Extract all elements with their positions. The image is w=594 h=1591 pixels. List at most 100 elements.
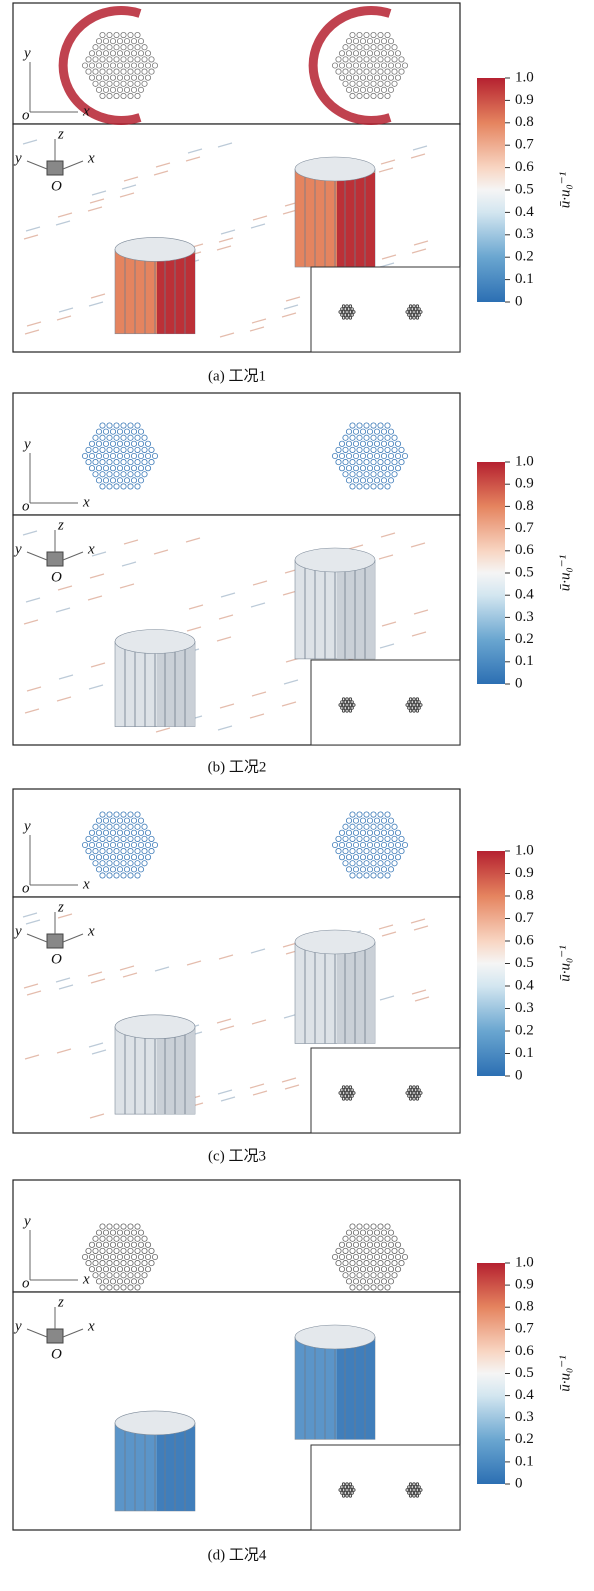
- cylinder-side: [157, 1031, 195, 1114]
- axis-label: o: [22, 1275, 30, 1291]
- colorbar-tick-label: 0.5: [515, 181, 534, 197]
- axis-label: x: [82, 876, 90, 892]
- axis-cube: [47, 1329, 63, 1343]
- colorbar-tick-label: 0: [515, 1475, 523, 1491]
- figure: y x o z y x O (a) 工况1 0 0.1 0.2 0.3 0.4 0.5 0.6 0.7 0.8 0…: [0, 0, 594, 1591]
- colorbar-tick-label: 1.0: [515, 453, 534, 469]
- colorbar-tick-label: 0.9: [515, 1277, 534, 1293]
- panel: yxozyxO(c) 工况300.10.20.30.40.50.60.70.80…: [13, 789, 573, 1164]
- colorbar-tick-label: 0.1: [515, 271, 534, 287]
- colorbar-tick-label: 0.1: [515, 653, 534, 669]
- axis-label: y: [22, 436, 31, 452]
- caption: (b) 工况2: [208, 758, 267, 775]
- cylinder-top: [295, 930, 375, 954]
- axis-label: O: [51, 569, 62, 585]
- colorbar-tick-label: 0.4: [515, 1387, 534, 1403]
- colorbar-tick-label: 0.6: [515, 159, 534, 175]
- colorbar-tick-label: 1.0: [515, 69, 534, 85]
- axis-label: x: [87, 541, 95, 557]
- colorbar-tick-label: 0.3: [515, 1000, 534, 1016]
- colorbar-tick-label: 1.0: [515, 1254, 534, 1270]
- axis-label: O: [51, 951, 62, 967]
- cylinder-top: [115, 630, 195, 654]
- axis-label: y: [13, 541, 22, 557]
- colorbar-label: ū·u₀⁻¹: [557, 1355, 573, 1392]
- colorbar-tick-label: 0.8: [515, 498, 534, 514]
- colorbar-tick-label: 0.5: [515, 1365, 534, 1381]
- axis-label: y: [13, 923, 22, 939]
- caption: (d) 工况4: [208, 1546, 267, 1563]
- cylinder-top: [115, 237, 195, 261]
- panel: yxozyxO(a) 工况100.10.20.30.40.50.60.70.80…: [13, 3, 573, 384]
- colorbar-tick-label: 0.1: [515, 1045, 534, 1061]
- colorbar-tick-label: 0.6: [515, 932, 534, 948]
- colorbar-tick-label: 0.7: [515, 910, 534, 926]
- cylinder-side: [157, 646, 195, 727]
- page: y x o z y x O (a) 工况1 0 0.1 0.2 0.3 0.4 0.5 0.6 0.7 0.8 0…: [0, 0, 594, 1591]
- inset-frame: [311, 267, 460, 352]
- cylinder-side: [337, 1341, 375, 1439]
- colorbar-tick-label: 0.8: [515, 114, 534, 130]
- colorbar-tick-label: 0.7: [515, 1321, 534, 1337]
- axis-label: x: [87, 150, 95, 166]
- axis-label: z: [57, 517, 64, 533]
- cylinder-side: [157, 1427, 195, 1511]
- cylinder-top: [115, 1411, 195, 1435]
- axis-label: y: [22, 818, 31, 834]
- cylinder-side: [337, 564, 375, 659]
- colorbar-tick-label: 0.3: [515, 609, 534, 625]
- caption: (c) 工况3: [208, 1147, 266, 1164]
- colorbar-tick-label: 0.2: [515, 1431, 534, 1447]
- colorbar-label: ū·u₀⁻¹: [557, 554, 573, 591]
- axis-label: z: [57, 899, 64, 915]
- colorbar-tick-label: 0: [515, 293, 523, 309]
- colorbar-tick-label: 0.4: [515, 204, 534, 220]
- colorbar-tick-label: 0.2: [515, 249, 534, 265]
- colorbar: [477, 851, 505, 1076]
- axis-label: y: [13, 1318, 22, 1334]
- colorbar-tick-label: 0.6: [515, 542, 534, 558]
- axis-cube: [47, 934, 63, 948]
- cylinder-side: [337, 173, 375, 267]
- axis-label: x: [82, 103, 90, 119]
- colorbar-tick-label: 0.7: [515, 520, 534, 536]
- axis-label: y: [13, 150, 22, 166]
- colorbar-tick-label: 0.9: [515, 92, 534, 108]
- axis-cube: [47, 161, 63, 175]
- axis-label: z: [57, 1294, 64, 1310]
- caption: (a) 工况1: [208, 367, 266, 384]
- colorbar-tick-label: 0.8: [515, 887, 534, 903]
- colorbar-tick-label: 0.8: [515, 1299, 534, 1315]
- inset-frame: [311, 660, 460, 745]
- cylinder-top: [295, 157, 375, 181]
- axis-label: O: [51, 1346, 62, 1362]
- colorbar-tick-label: 0.9: [515, 476, 534, 492]
- cylinder-top: [115, 1015, 195, 1039]
- top-view-frame: [13, 1180, 460, 1292]
- colorbar-tick-label: 0.7: [515, 137, 534, 153]
- panel: yxozyxO(b) 工况200.10.20.30.40.50.60.70.80…: [13, 393, 573, 775]
- axis-cube: [47, 552, 63, 566]
- axis-label: z: [57, 126, 64, 142]
- colorbar-tick-label: 0.5: [515, 564, 534, 580]
- axis-label: x: [82, 1271, 90, 1287]
- colorbar-tick-label: 0.4: [515, 977, 534, 993]
- colorbar-tick-label: 0.2: [515, 631, 534, 647]
- colorbar-label: ū·u₀⁻¹: [557, 171, 573, 208]
- colorbar: [477, 78, 505, 302]
- axis-label: o: [22, 107, 30, 123]
- colorbar-label: ū·u₀⁻¹: [557, 945, 573, 982]
- inset-frame: [311, 1048, 460, 1133]
- cylinder-side: [157, 253, 195, 333]
- colorbar-tick-label: 0.3: [515, 226, 534, 242]
- panel: yxozyxO(d) 工况400.10.20.30.40.50.60.70.80…: [13, 1180, 573, 1563]
- cylinder-side: [337, 946, 375, 1043]
- axis-label: o: [22, 498, 30, 514]
- colorbar: [477, 1263, 505, 1484]
- axis-label: x: [87, 923, 95, 939]
- cylinder-top: [295, 1325, 375, 1349]
- colorbar-tick-label: 1.0: [515, 842, 534, 858]
- colorbar-tick-label: 0: [515, 1067, 523, 1083]
- colorbar-tick-label: 0.4: [515, 587, 534, 603]
- cylinder-top: [295, 548, 375, 572]
